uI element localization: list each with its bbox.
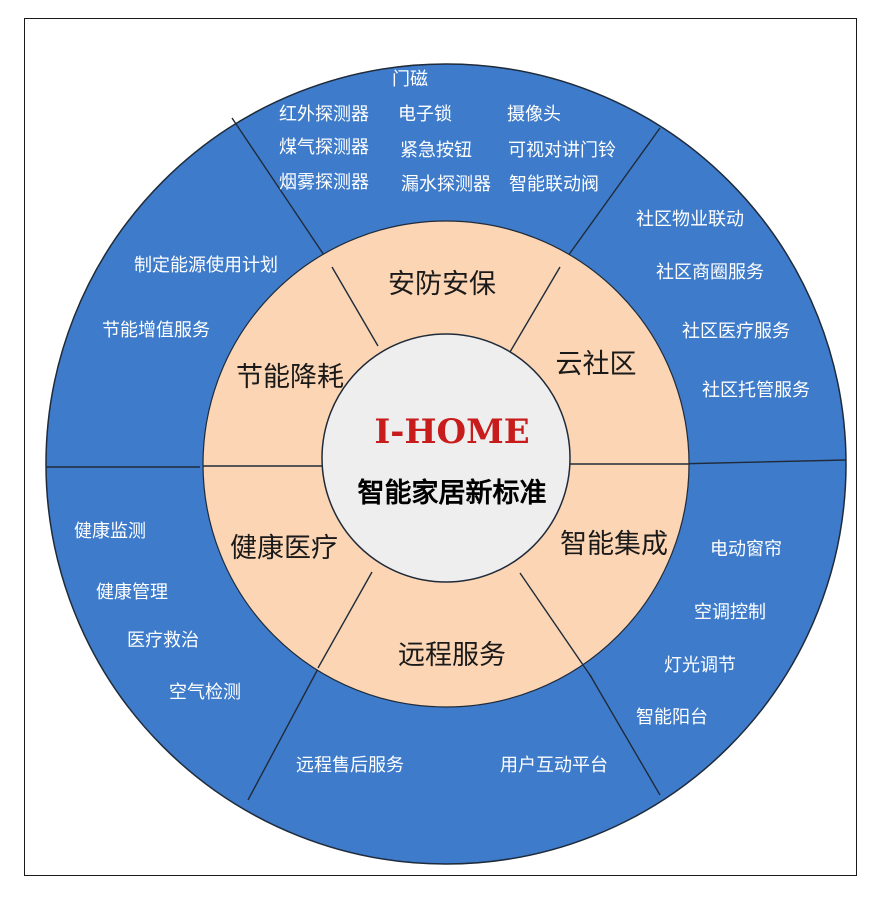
item-business-district: 社区商圈服务 — [656, 262, 764, 283]
category-cloud-community: 云社区 — [556, 349, 637, 380]
item-smart-balcony: 智能阳台 — [636, 707, 708, 728]
outer-divider-bottom-right — [589, 674, 661, 796]
item-air-detection: 空气检测 — [169, 682, 241, 703]
item-after-sales: 远程售后服务 — [296, 755, 404, 776]
category-health-medical: 健康医疗 — [230, 533, 338, 564]
item-electric-curtain: 电动窗帘 — [710, 539, 782, 560]
item-user-interaction: 用户互动平台 — [500, 755, 608, 776]
item-infrared-detector: 红外探测器 — [279, 104, 369, 125]
category-security: 安防安保 — [388, 269, 496, 300]
category-remote-service: 远程服务 — [398, 640, 506, 671]
category-energy-saving: 节能降耗 — [236, 362, 344, 393]
item-health-management: 健康管理 — [96, 582, 168, 603]
middle-divider-top-right — [509, 266, 561, 353]
item-video-intercom: 可视对讲门铃 — [508, 140, 616, 161]
outer-divider-top-right — [559, 127, 661, 268]
item-leak-detector: 漏水探测器 — [401, 174, 491, 195]
item-community-medical: 社区医疗服务 — [682, 321, 790, 342]
outer-divider-top-left — [231, 117, 333, 268]
category-smart-integration: 智能集成 — [560, 529, 668, 560]
center-title: I-HOME — [374, 412, 529, 452]
item-ac-control: 空调控制 — [694, 602, 766, 623]
item-smoke-detector: 烟雾探测器 — [279, 172, 369, 193]
middle-divider-top-left — [331, 266, 379, 347]
item-community-care: 社区托管服务 — [702, 380, 810, 401]
outer-divider-right — [673, 459, 847, 465]
item-property-linkage: 社区物业联动 — [636, 209, 744, 230]
item-electronic-lock: 电子锁 — [398, 104, 452, 125]
item-door-sensor: 门磁 — [392, 69, 428, 90]
outer-divider-bottom-left — [247, 664, 321, 801]
item-light-adjust: 灯光调节 — [664, 655, 736, 676]
item-gas-detector: 煤气探测器 — [279, 137, 369, 158]
center-circle — [321, 333, 571, 583]
item-health-monitoring: 健康监测 — [74, 521, 146, 542]
item-energy-plan: 制定能源使用计划 — [134, 255, 278, 276]
item-medical-treatment: 医疗救治 — [127, 630, 199, 651]
item-energy-value-added: 节能增值服务 — [102, 320, 210, 341]
center-subtitle: 智能家居新标准 — [358, 477, 547, 509]
item-camera: 摄像头 — [507, 104, 561, 125]
item-emergency-button: 紧急按钮 — [400, 140, 472, 161]
middle-divider-bottom-left — [317, 571, 373, 669]
middle-divider-bottom-right — [519, 572, 593, 679]
item-smart-valve: 智能联动阀 — [509, 174, 599, 195]
